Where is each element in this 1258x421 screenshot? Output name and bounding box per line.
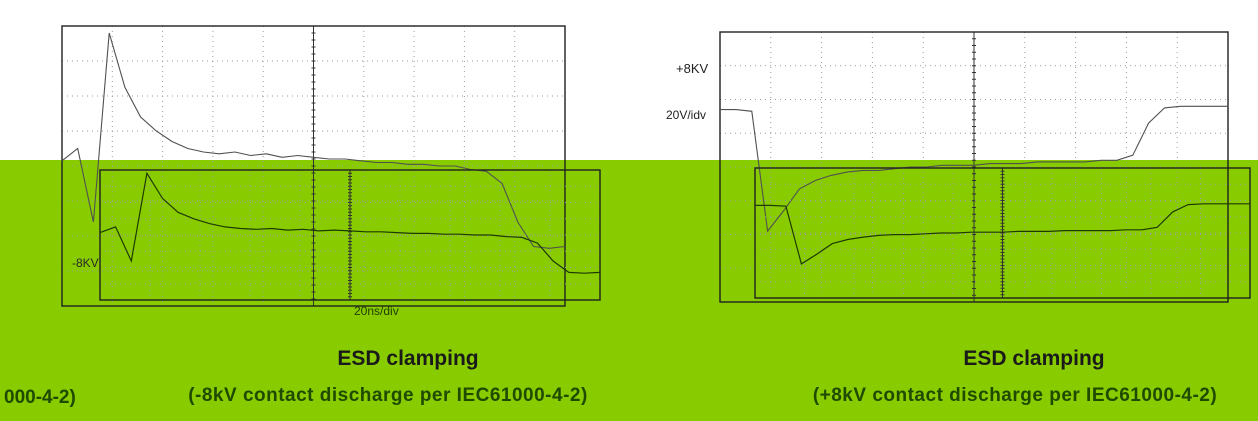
scope-frame xyxy=(719,31,1229,303)
trace-line xyxy=(755,203,1250,265)
right-scope-upper-plot xyxy=(719,31,1229,303)
left-scope-lower-plot xyxy=(99,169,601,301)
scope-frame xyxy=(61,25,566,307)
trace-line xyxy=(720,105,1228,233)
scope-frame xyxy=(99,169,601,301)
left-edge-fragment: 000-4-2) xyxy=(4,387,76,408)
right-level-label: +8KV xyxy=(676,61,709,76)
green-overlay-band xyxy=(0,160,1258,421)
right-caption-subtitle: (+8kV contact discharge per IEC61000-4-2… xyxy=(812,385,1218,406)
left-scope-upper-plot xyxy=(61,25,566,307)
trace-line xyxy=(99,171,601,274)
right-scale-label: 20V/idv xyxy=(666,108,707,122)
left-caption-subtitle: (-8kV contact discharge per IEC61000-4-2… xyxy=(188,385,588,406)
right-caption-title: ESD clamping xyxy=(963,347,1105,370)
left-scope-upper xyxy=(0,0,600,307)
right-scope-lower-plot xyxy=(754,167,1251,299)
left-level-label: -8KV xyxy=(72,256,99,270)
right-scope-lower xyxy=(640,160,1258,310)
scope-frame xyxy=(754,167,1251,299)
left-timebase-label: 20ns/div xyxy=(354,304,399,318)
right-scope-upper xyxy=(640,0,1258,303)
left-caption-title: ESD clamping xyxy=(337,347,479,370)
trace-line xyxy=(61,32,566,249)
left-scope-lower xyxy=(0,160,650,310)
